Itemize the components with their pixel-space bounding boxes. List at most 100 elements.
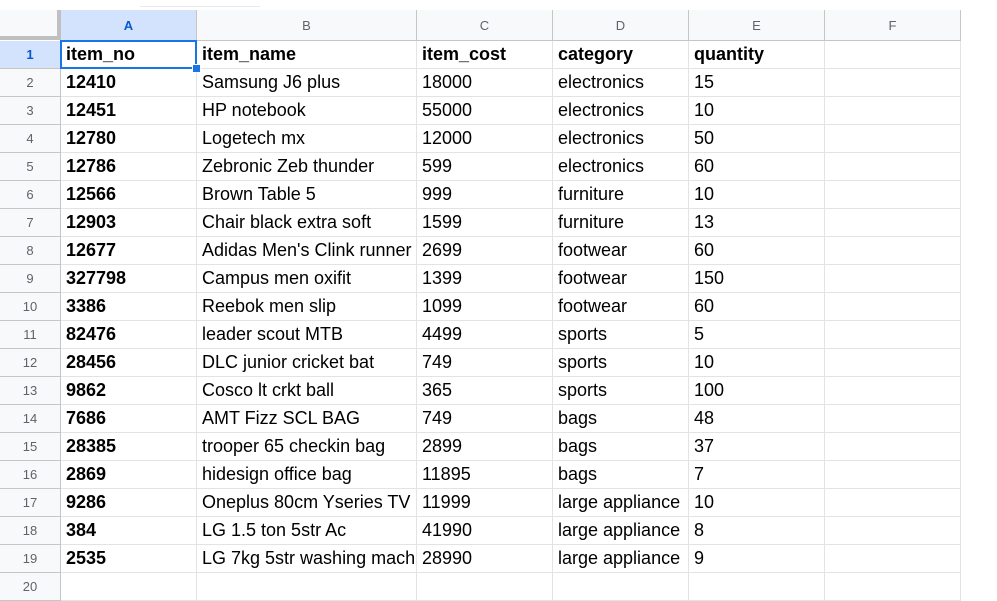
row-header-16[interactable]: 16 xyxy=(0,461,61,489)
cell-b11[interactable]: leader scout MTB xyxy=(197,321,417,349)
column-header-a[interactable]: A xyxy=(61,10,197,41)
cell-a12[interactable]: 28456 xyxy=(61,349,197,377)
cell-f9[interactable] xyxy=(825,265,961,293)
cell-a2[interactable]: 12410 xyxy=(61,69,197,97)
cell-d12[interactable]: sports xyxy=(553,349,689,377)
cell-a5[interactable]: 12786 xyxy=(61,153,197,181)
cell-b6[interactable]: Brown Table 5 xyxy=(197,181,417,209)
cell-f3[interactable] xyxy=(825,97,961,125)
cell-c14[interactable]: 749 xyxy=(417,405,553,433)
row-header-14[interactable]: 14 xyxy=(0,405,61,433)
cell-c12[interactable]: 749 xyxy=(417,349,553,377)
row-header-15[interactable]: 15 xyxy=(0,433,61,461)
cell-c13[interactable]: 365 xyxy=(417,377,553,405)
cell-e7[interactable]: 13 xyxy=(689,209,825,237)
cell-f19[interactable] xyxy=(825,545,961,573)
row-header-9[interactable]: 9 xyxy=(0,265,61,293)
cell-e17[interactable]: 10 xyxy=(689,489,825,517)
row-header-3[interactable]: 3 xyxy=(0,97,61,125)
cell-b13[interactable]: Cosco lt crkt ball xyxy=(197,377,417,405)
cell-a9[interactable]: 327798 xyxy=(61,265,197,293)
cell-f13[interactable] xyxy=(825,377,961,405)
cell-a19[interactable]: 2535 xyxy=(61,545,197,573)
cell-b3[interactable]: HP notebook xyxy=(197,97,417,125)
select-all-corner[interactable] xyxy=(0,10,61,40)
row-header-17[interactable]: 17 xyxy=(0,489,61,517)
cell-b8[interactable]: Adidas Men's Clink runner xyxy=(197,237,417,265)
cell-d7[interactable]: furniture xyxy=(553,209,689,237)
row-header-10[interactable]: 10 xyxy=(0,293,61,321)
cell-a7[interactable]: 12903 xyxy=(61,209,197,237)
row-header-4[interactable]: 4 xyxy=(0,125,61,153)
cell-d5[interactable]: electronics xyxy=(553,153,689,181)
cell-f6[interactable] xyxy=(825,181,961,209)
cell-f5[interactable] xyxy=(825,153,961,181)
cell-f12[interactable] xyxy=(825,349,961,377)
cell-e9[interactable]: 150 xyxy=(689,265,825,293)
cell-a10[interactable]: 3386 xyxy=(61,293,197,321)
cell-e5[interactable]: 60 xyxy=(689,153,825,181)
cell-d2[interactable]: electronics xyxy=(553,69,689,97)
cell-b14[interactable]: AMT Fizz SCL BAG xyxy=(197,405,417,433)
cell-c6[interactable]: 999 xyxy=(417,181,553,209)
cell-b2[interactable]: Samsung J6 plus xyxy=(197,69,417,97)
cell-b17[interactable]: Oneplus 80cm Yseries TV xyxy=(197,489,417,517)
fill-handle[interactable] xyxy=(192,64,201,73)
cell-b1[interactable]: item_name xyxy=(197,41,417,69)
cell-c4[interactable]: 12000 xyxy=(417,125,553,153)
row-header-11[interactable]: 11 xyxy=(0,321,61,349)
row-header-6[interactable]: 6 xyxy=(0,181,61,209)
cell-e3[interactable]: 10 xyxy=(689,97,825,125)
row-header-13[interactable]: 13 xyxy=(0,377,61,405)
cell-f15[interactable] xyxy=(825,433,961,461)
row-header-1[interactable]: 1 xyxy=(0,41,61,69)
cell-f14[interactable] xyxy=(825,405,961,433)
cell-a16[interactable]: 2869 xyxy=(61,461,197,489)
cell-e16[interactable]: 7 xyxy=(689,461,825,489)
cell-f11[interactable] xyxy=(825,321,961,349)
cell-e11[interactable]: 5 xyxy=(689,321,825,349)
cell-e18[interactable]: 8 xyxy=(689,517,825,545)
cell-e4[interactable]: 50 xyxy=(689,125,825,153)
cell-c2[interactable]: 18000 xyxy=(417,69,553,97)
column-header-e[interactable]: E xyxy=(689,10,825,41)
cell-a11[interactable]: 82476 xyxy=(61,321,197,349)
cell-b4[interactable]: Logetech mx xyxy=(197,125,417,153)
cell-d16[interactable]: bags xyxy=(553,461,689,489)
cell-f7[interactable] xyxy=(825,209,961,237)
cell-f4[interactable] xyxy=(825,125,961,153)
cell-f18[interactable] xyxy=(825,517,961,545)
cell-d20[interactable] xyxy=(553,573,689,601)
cell-d18[interactable]: large appliance xyxy=(553,517,689,545)
cell-f10[interactable] xyxy=(825,293,961,321)
cell-d4[interactable]: electronics xyxy=(553,125,689,153)
cell-f1[interactable] xyxy=(825,41,961,69)
cell-d11[interactable]: sports xyxy=(553,321,689,349)
cell-d13[interactable]: sports xyxy=(553,377,689,405)
cell-c15[interactable]: 2899 xyxy=(417,433,553,461)
cell-d6[interactable]: furniture xyxy=(553,181,689,209)
row-header-19[interactable]: 19 xyxy=(0,545,61,573)
cell-e12[interactable]: 10 xyxy=(689,349,825,377)
cell-c10[interactable]: 1099 xyxy=(417,293,553,321)
cell-a3[interactable]: 12451 xyxy=(61,97,197,125)
cell-e8[interactable]: 60 xyxy=(689,237,825,265)
cell-a15[interactable]: 28385 xyxy=(61,433,197,461)
cell-a6[interactable]: 12566 xyxy=(61,181,197,209)
cell-f8[interactable] xyxy=(825,237,961,265)
cell-d19[interactable]: large appliance xyxy=(553,545,689,573)
cell-c16[interactable]: 11895 xyxy=(417,461,553,489)
cell-d17[interactable]: large appliance xyxy=(553,489,689,517)
cell-b5[interactable]: Zebronic Zeb thunder xyxy=(197,153,417,181)
column-header-b[interactable]: B xyxy=(197,10,417,41)
cell-a20[interactable] xyxy=(61,573,197,601)
cell-d14[interactable]: bags xyxy=(553,405,689,433)
cell-e15[interactable]: 37 xyxy=(689,433,825,461)
cell-e14[interactable]: 48 xyxy=(689,405,825,433)
column-header-c[interactable]: C xyxy=(417,10,553,41)
cell-c17[interactable]: 11999 xyxy=(417,489,553,517)
cell-c5[interactable]: 599 xyxy=(417,153,553,181)
cell-a8[interactable]: 12677 xyxy=(61,237,197,265)
cell-b20[interactable] xyxy=(197,573,417,601)
cell-f17[interactable] xyxy=(825,489,961,517)
